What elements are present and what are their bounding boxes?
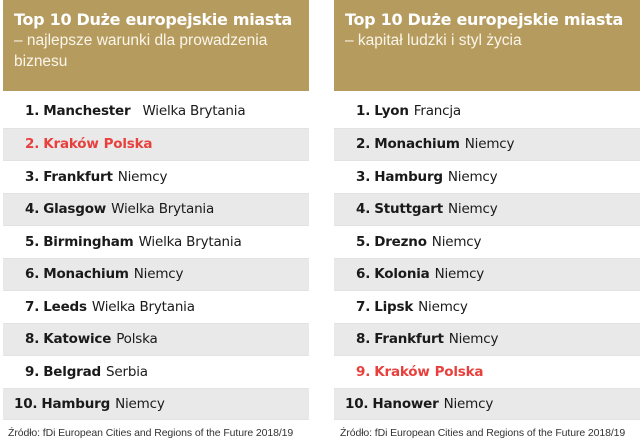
ranking-row: 9. Kraków Polska [334,355,640,388]
ranking-position: 2. [356,136,371,153]
ranking-row: 4. Stuttgart Niemcy [334,192,640,225]
ranking-row: 1. Manchester Wielka Brytania [3,95,309,128]
city-name: Monachium [43,266,129,283]
ranking-position: 1. [356,103,371,120]
city-name: Belgrad [43,363,101,380]
country-name: Niemcy [464,136,515,153]
ranking-row: 1. Lyon Francja [334,95,640,128]
ranking-row: 10. Hamburg Niemcy [3,387,309,420]
city-name: Lipsk [374,298,414,315]
ranking-row: 8. Katowice Polska [3,322,309,355]
ranking-row: 7. Lipsk Niemcy [334,290,640,323]
country-name: Niemcy [447,168,498,185]
ranking-position: 5. [25,233,40,250]
city-name: Frankfurt [374,331,444,348]
city-name: Glasgow [43,201,107,218]
ranking-row: 5. Birmingham Wielka Brytania [3,225,309,258]
ranking-row: 2. Kraków Polska [3,127,309,160]
city-name: Frankfurt [43,168,113,185]
ranking-row: 9. Belgrad Serbia [3,355,309,388]
country-name: Niemcy [418,298,468,315]
city-name: Birmingham [43,233,134,250]
ranking-row: 8. Frankfurt Niemcy [334,322,640,355]
left-ranking-list: 1. Manchester Wielka Brytania 2. Kraków Pol… [3,95,309,420]
country-name: Polska [434,363,484,380]
country-name: Niemcy [115,395,165,412]
city-name: Leeds [43,298,87,315]
country-name: Wielka Brytania [111,201,215,218]
country-name: Wielka Brytania [142,103,246,120]
city-name: Kraków [43,136,99,153]
city-name: Katowice [43,331,112,348]
city-name: Hamburg [41,395,111,412]
right-panel-subtitle-line1: – kapitał ludzki i styl życia [345,32,522,49]
right-ranking-list: 1. Lyon Francja 2. Monachium Niemcy 3. Hambu… [334,95,640,420]
ranking-position: 9. [25,363,40,380]
city-name: Manchester [43,103,131,120]
ranking-position: 1. [25,103,40,120]
ranking-row: 6. Kolonia Niemcy [334,257,640,290]
country-name: Wielka Brytania [138,233,242,250]
ranking-row: 3. Hamburg Niemcy [334,160,640,193]
country-name: Niemcy [443,395,494,412]
ranking-row: 3. Frankfurt Niemcy [3,160,309,193]
ranking-position: 10. [345,395,369,412]
country-name: Niemcy [448,331,499,348]
right-ranking-panel: Top 10 Duże europejskie miasta – kapitał… [334,0,640,420]
left-panel-title: Top 10 Duże europejskie miasta [14,10,292,29]
ranking-position: 8. [356,331,371,348]
city-name: Monachium [374,136,460,153]
ranking-position: 4. [356,201,371,218]
country-name: Niemcy [448,201,498,218]
country-name: Polska [103,136,153,153]
left-source-note: Źródło: fDi European Cities and Regions … [8,427,294,439]
ranking-row: 10. Hanower Niemcy [334,387,640,420]
country-name: Niemcy [133,266,184,283]
country-name: Niemcy [434,266,485,283]
city-name: Hamburg [374,168,443,185]
country-name: Wielka Brytania [91,298,195,315]
right-source-note: Źródło: fDi European Cities and Regions … [340,427,626,439]
ranking-row: 4. Glasgow Wielka Brytania [3,192,309,225]
country-name: Polska [116,331,158,348]
left-panel-subtitle-line2: biznesu [14,53,68,70]
ranking-row: 6. Monachium Niemcy [3,257,309,290]
city-name: Kolonia [374,266,430,283]
ranking-position: 8. [25,331,40,348]
left-panel-subtitle-line1: – najlepsze warunki dla prowadzenia [14,32,268,49]
left-panel-header: Top 10 Duże europejskie miasta – najleps… [3,0,309,91]
right-panel-title: Top 10 Duże europejskie miasta [345,10,623,29]
ranking-position: 6. [25,266,40,283]
ranking-row: 5. Drezno Niemcy [334,225,640,258]
country-name: Niemcy [431,233,482,250]
ranking-row: 2. Monachium Niemcy [334,127,640,160]
city-name: Lyon [374,103,409,120]
ranking-position: 7. [356,298,371,315]
ranking-position: 7. [25,298,40,315]
ranking-position: 6. [356,266,371,283]
ranking-position: 4. [25,201,40,218]
ranking-position: 3. [25,168,40,185]
country-name: Francja [413,103,462,120]
city-name: Hanower [372,395,439,412]
country-name: Niemcy [117,168,168,185]
ranking-row: 7. Leeds Wielka Brytania [3,290,309,323]
city-name: Stuttgart [374,201,443,218]
right-panel-header: Top 10 Duże europejskie miasta – kapitał… [334,0,640,91]
ranking-position: 9. [356,363,371,380]
ranking-position: 2. [25,136,40,153]
left-ranking-panel: Top 10 Duże europejskie miasta – najleps… [3,0,309,420]
ranking-position: 3. [356,168,371,185]
city-name: Drezno [374,233,427,250]
ranking-position: 10. [14,395,38,412]
country-name: Serbia [106,363,148,380]
city-name: Kraków [374,363,430,380]
ranking-position: 5. [356,233,371,250]
